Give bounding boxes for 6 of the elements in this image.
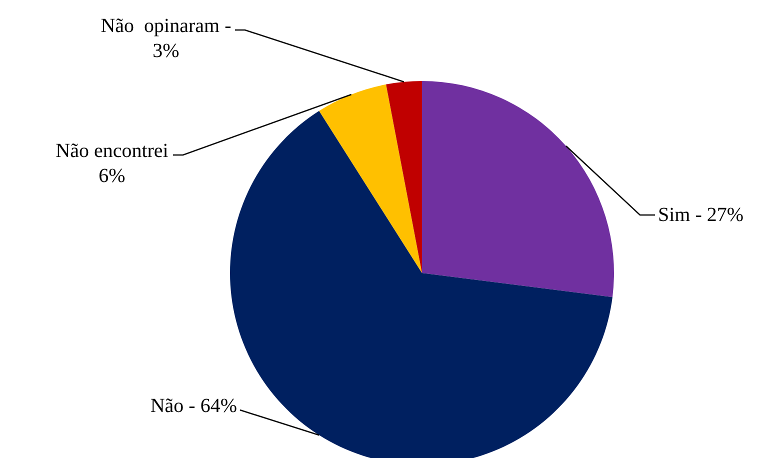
slice-label: Não opinaram - bbox=[100, 15, 232, 37]
slice-label: Não - 64% bbox=[150, 395, 237, 417]
data-label: 6% bbox=[98, 165, 126, 187]
slice-label: Sim - 27% bbox=[658, 204, 744, 226]
data-label: 3% bbox=[152, 40, 180, 62]
slice-label: Não encontrei bbox=[56, 140, 169, 162]
